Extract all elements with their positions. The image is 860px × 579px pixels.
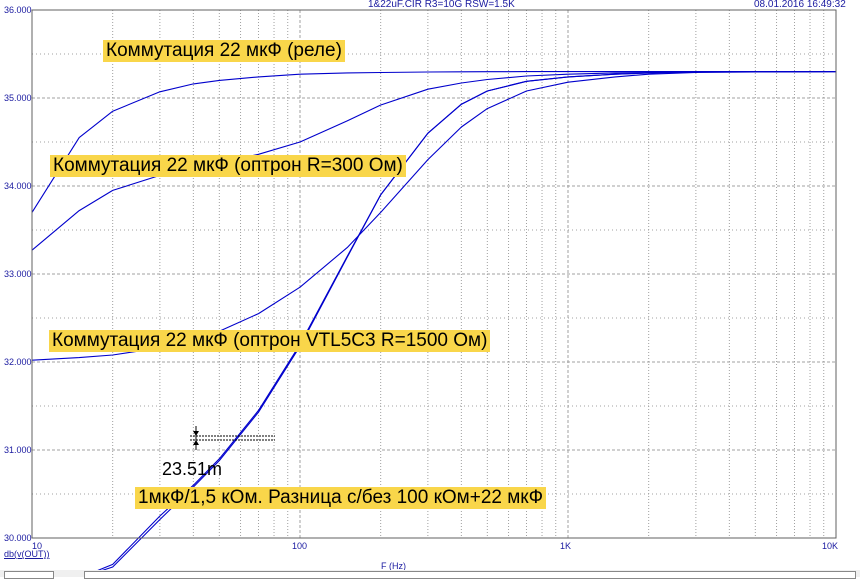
- x-axis-label: F (Hz): [381, 561, 406, 571]
- x-tick-label: 1K: [560, 541, 572, 551]
- annotation-difference: 1мкФ/1,5 кОм. Разница с/без 100 кОм+22 м…: [135, 487, 547, 509]
- y-tick-label: 32.000: [4, 357, 32, 367]
- grid: [32, 10, 836, 538]
- annotation-relay: Коммутация 22 мкФ (реле): [103, 40, 345, 62]
- y-tick-label: 35.000: [4, 93, 32, 103]
- series-3-line: [31, 71, 837, 361]
- y-tick-label: 33.000: [4, 269, 32, 279]
- y-tick-label: 34.000: [4, 181, 32, 191]
- y-tick-label: 31.000: [4, 445, 32, 455]
- measure-cursor: [190, 426, 275, 450]
- x-tick-label: 10K: [822, 541, 839, 551]
- y-tick-label: 30.000: [4, 533, 32, 543]
- measure-value: 23.51m: [162, 459, 223, 479]
- trace-label[interactable]: db(v(OUT)): [4, 549, 50, 559]
- bottom-toolbar: [0, 570, 860, 579]
- y-tick-label: 36.000: [4, 5, 32, 15]
- x-tick-label: 100: [292, 541, 308, 551]
- annotation-opto-1500: Коммутация 22 мкФ (оптрон VTL5C3 R=1500 …: [49, 330, 491, 352]
- toolbar-box-right[interactable]: [84, 571, 856, 579]
- timestamp: 08.01.2016 16:49:32: [754, 0, 846, 10]
- chart-title: 1&22uF.CIR R3=10G RSW=1.5K: [368, 0, 515, 10]
- annotation-opto-300: Коммутация 22 мкФ (оптрон R=300 Ом): [50, 155, 406, 177]
- toolbar-box-left[interactable]: [4, 571, 54, 579]
- x-tick-label: 10: [32, 541, 43, 551]
- series-1-line: [31, 71, 836, 213]
